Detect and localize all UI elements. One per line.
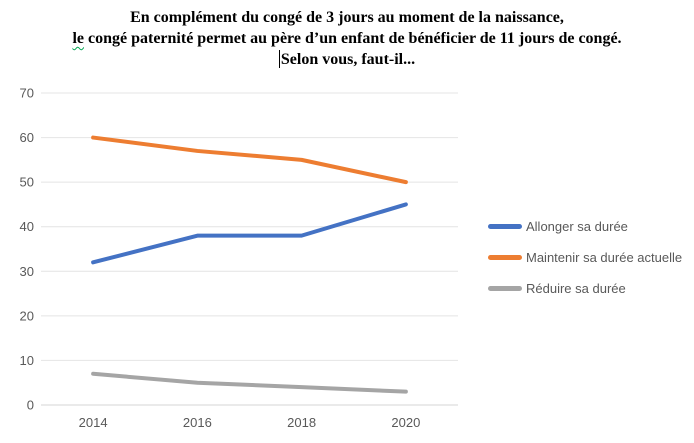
svg-text:2016: 2016 [183,415,212,430]
svg-text:50: 50 [20,175,34,190]
svg-text:60: 60 [20,130,34,145]
legend-label: Allonger sa durée [526,218,628,234]
legend-item-allonger[interactable]: Allonger sa durée [488,216,682,236]
document-title-text[interactable]: En complément du congé de 3 jours au mom… [0,7,694,70]
text-cursor [278,50,280,68]
svg-text:2020: 2020 [391,415,420,430]
svg-text:40: 40 [20,219,34,234]
legend-item-maintenir[interactable]: Maintenir sa durée actuelle [488,247,682,267]
legend-item-reduire[interactable]: Réduire sa durée [488,278,682,298]
svg-text:10: 10 [20,353,34,368]
svg-text:70: 70 [20,86,34,101]
svg-text:2018: 2018 [287,415,316,430]
legend-label: Réduire sa durée [526,280,626,296]
legend-line-swatch-blue [488,223,522,229]
spellcheck-squiggle-word: le [72,30,84,47]
title-line-2: le congé paternité permet au père d’un e… [72,30,622,47]
svg-text:20: 20 [20,308,34,323]
svg-text:0: 0 [27,398,34,413]
title-line-1: En complément du congé de 3 jours au mom… [130,9,564,26]
legend-line-swatch-gray [488,285,522,291]
legend-line-swatch-orange [488,254,522,260]
title-line-3: Selon vous, faut-il... [278,50,416,68]
legend-label: Maintenir sa durée actuelle [526,249,683,265]
chart-legend: Allonger sa durée Maintenir sa durée act… [488,216,682,298]
svg-text:2014: 2014 [79,415,108,430]
svg-text:30: 30 [20,264,34,279]
